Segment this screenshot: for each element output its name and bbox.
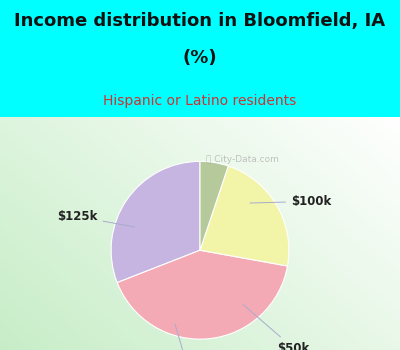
Text: $50k: $50k: [243, 304, 310, 350]
Text: $100k: $100k: [250, 195, 331, 208]
Text: $125k: $125k: [57, 210, 135, 227]
Wedge shape: [200, 161, 228, 250]
Wedge shape: [200, 166, 289, 266]
Wedge shape: [117, 250, 288, 339]
Text: Hispanic or Latino residents: Hispanic or Latino residents: [103, 94, 297, 108]
Text: $40k: $40k: [173, 324, 206, 350]
Text: (%): (%): [183, 49, 217, 67]
Text: Income distribution in Bloomfield, IA: Income distribution in Bloomfield, IA: [14, 12, 386, 30]
Text: ⓠ City-Data.com: ⓠ City-Data.com: [206, 155, 279, 164]
Wedge shape: [111, 161, 200, 282]
